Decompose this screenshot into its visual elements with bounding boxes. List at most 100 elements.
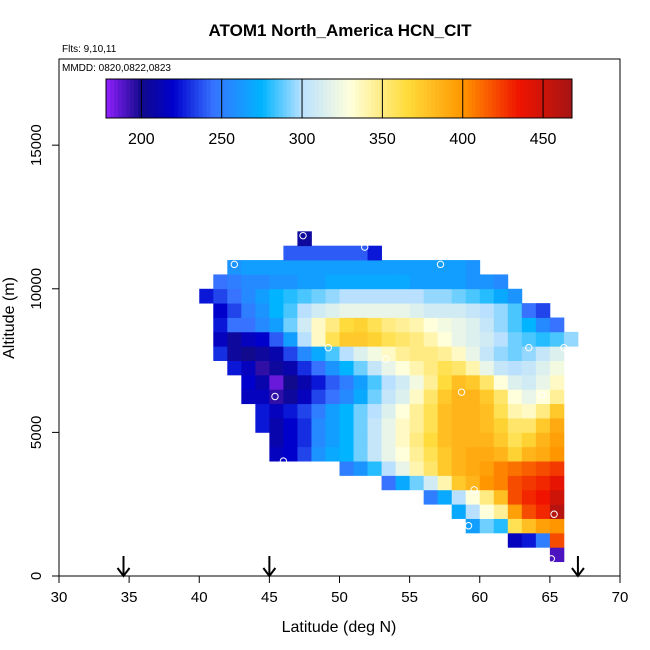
heatmap-cell — [255, 360, 270, 376]
colorbar-segment — [439, 79, 444, 118]
colorbar-segment — [314, 79, 320, 118]
heatmap-cell — [535, 446, 551, 462]
colorbar-segment — [447, 79, 452, 118]
heatmap-cell — [381, 374, 396, 390]
heatmap-cell — [465, 374, 481, 390]
heatmap-cell — [451, 346, 467, 361]
heatmap-cell — [535, 489, 551, 505]
heatmap-cell — [465, 331, 481, 347]
heatmap-cell — [395, 288, 411, 304]
y-tick-label: 0 — [28, 572, 45, 580]
heatmap-cell — [409, 331, 425, 347]
heatmap-cell — [339, 389, 354, 405]
heatmap-cell — [465, 346, 481, 361]
heatmap-cell — [283, 303, 298, 318]
heatmap-cell — [283, 360, 298, 376]
heatmap-cell — [325, 288, 340, 304]
heatmap-cell — [437, 374, 453, 390]
heatmap-cell — [521, 303, 537, 318]
x-tick-label: 35 — [121, 589, 138, 606]
heatmap-cell — [535, 346, 551, 361]
colorbar-segment — [395, 79, 400, 118]
heatmap-cell — [521, 532, 537, 548]
colorbar-segment — [399, 79, 404, 118]
heatmap-cell — [451, 432, 467, 448]
heatmap-cell — [437, 389, 453, 405]
heatmap-cell — [381, 288, 396, 304]
colorbar-segment — [226, 79, 232, 118]
heatmap-cell — [521, 418, 537, 433]
heatmap-cell — [381, 260, 396, 275]
heatmap-cell — [493, 489, 509, 505]
colorbar-segment — [146, 79, 151, 118]
heatmap-cell — [367, 446, 382, 462]
heatmap-cell — [535, 360, 551, 376]
heatmap-cell — [479, 389, 495, 405]
heatmap-cell — [381, 446, 396, 462]
heatmap-cell — [297, 331, 312, 347]
heatmap-cell — [311, 360, 326, 376]
heatmap-cell — [381, 274, 396, 290]
heatmap-cell — [269, 274, 284, 290]
heatmap-cell — [423, 418, 439, 433]
heatmap-cell — [353, 461, 368, 476]
heatmap-cell — [549, 331, 565, 347]
colorbar-segment — [142, 79, 147, 118]
colorbar-segment — [258, 79, 264, 118]
heatmap-cell — [311, 374, 326, 390]
heatmap-cell — [269, 446, 284, 462]
colorbar-segment — [463, 79, 469, 118]
heatmap-cell — [367, 461, 382, 476]
heatmap-cell — [241, 374, 256, 390]
colorbar-segment — [206, 79, 211, 118]
heatmap-cell — [381, 389, 396, 405]
flight-sample-point — [550, 510, 558, 518]
colorbar-segment — [555, 79, 561, 118]
colorbar-segment — [519, 79, 525, 118]
heatmap-cell — [395, 461, 411, 476]
heatmap-cell — [437, 346, 453, 361]
heatmap-cell — [493, 346, 509, 361]
heatmap-cell — [339, 288, 354, 304]
heatmap-cell — [437, 331, 453, 347]
heatmap-cell — [465, 418, 481, 433]
heatmap-cell — [465, 360, 481, 376]
heatmap-cell — [465, 303, 481, 318]
heatmap-cell — [479, 461, 495, 476]
heatmap-cell — [423, 461, 439, 476]
heatmap-cell — [339, 317, 354, 333]
flights-label: Flts: 9,10,11 — [62, 44, 117, 55]
heatmap-cell — [353, 403, 368, 419]
colorbar-segment — [110, 79, 115, 118]
colorbar-segment — [455, 79, 461, 118]
heatmap-cell — [423, 432, 439, 448]
heatmap-cell — [311, 446, 326, 462]
dates-label: MMDD: 0820,0822,0823 — [62, 63, 171, 74]
colorbar-segment — [178, 79, 183, 118]
heatmap-cell — [507, 446, 523, 462]
heatmap-cell — [549, 346, 565, 361]
heatmap-cell — [353, 245, 368, 261]
heatmap-cell — [241, 260, 256, 275]
x-tick-label: 55 — [401, 589, 418, 606]
heatmap-cell — [437, 489, 453, 505]
heatmap-cell — [507, 532, 523, 548]
heatmap-cell — [227, 274, 242, 290]
heatmap-cell — [409, 260, 425, 275]
heatmap-cell — [493, 331, 509, 347]
heatmap-cell — [465, 403, 481, 419]
heatmap-cell — [353, 446, 368, 462]
flight-sample-point — [464, 522, 473, 530]
heatmap-cell — [451, 461, 467, 476]
colorbar-segment — [138, 79, 143, 118]
heatmap-cell — [311, 389, 326, 405]
heatmap-cell — [549, 418, 565, 433]
heatmap-cell — [423, 389, 439, 405]
heatmap-cell — [283, 274, 298, 290]
colorbar-segment — [262, 79, 268, 118]
heatmap-cell — [255, 274, 270, 290]
heatmap-cell — [353, 346, 368, 361]
colorbar-segment — [351, 79, 356, 118]
heatmap-cell — [241, 317, 256, 333]
heatmap-cell — [493, 461, 509, 476]
